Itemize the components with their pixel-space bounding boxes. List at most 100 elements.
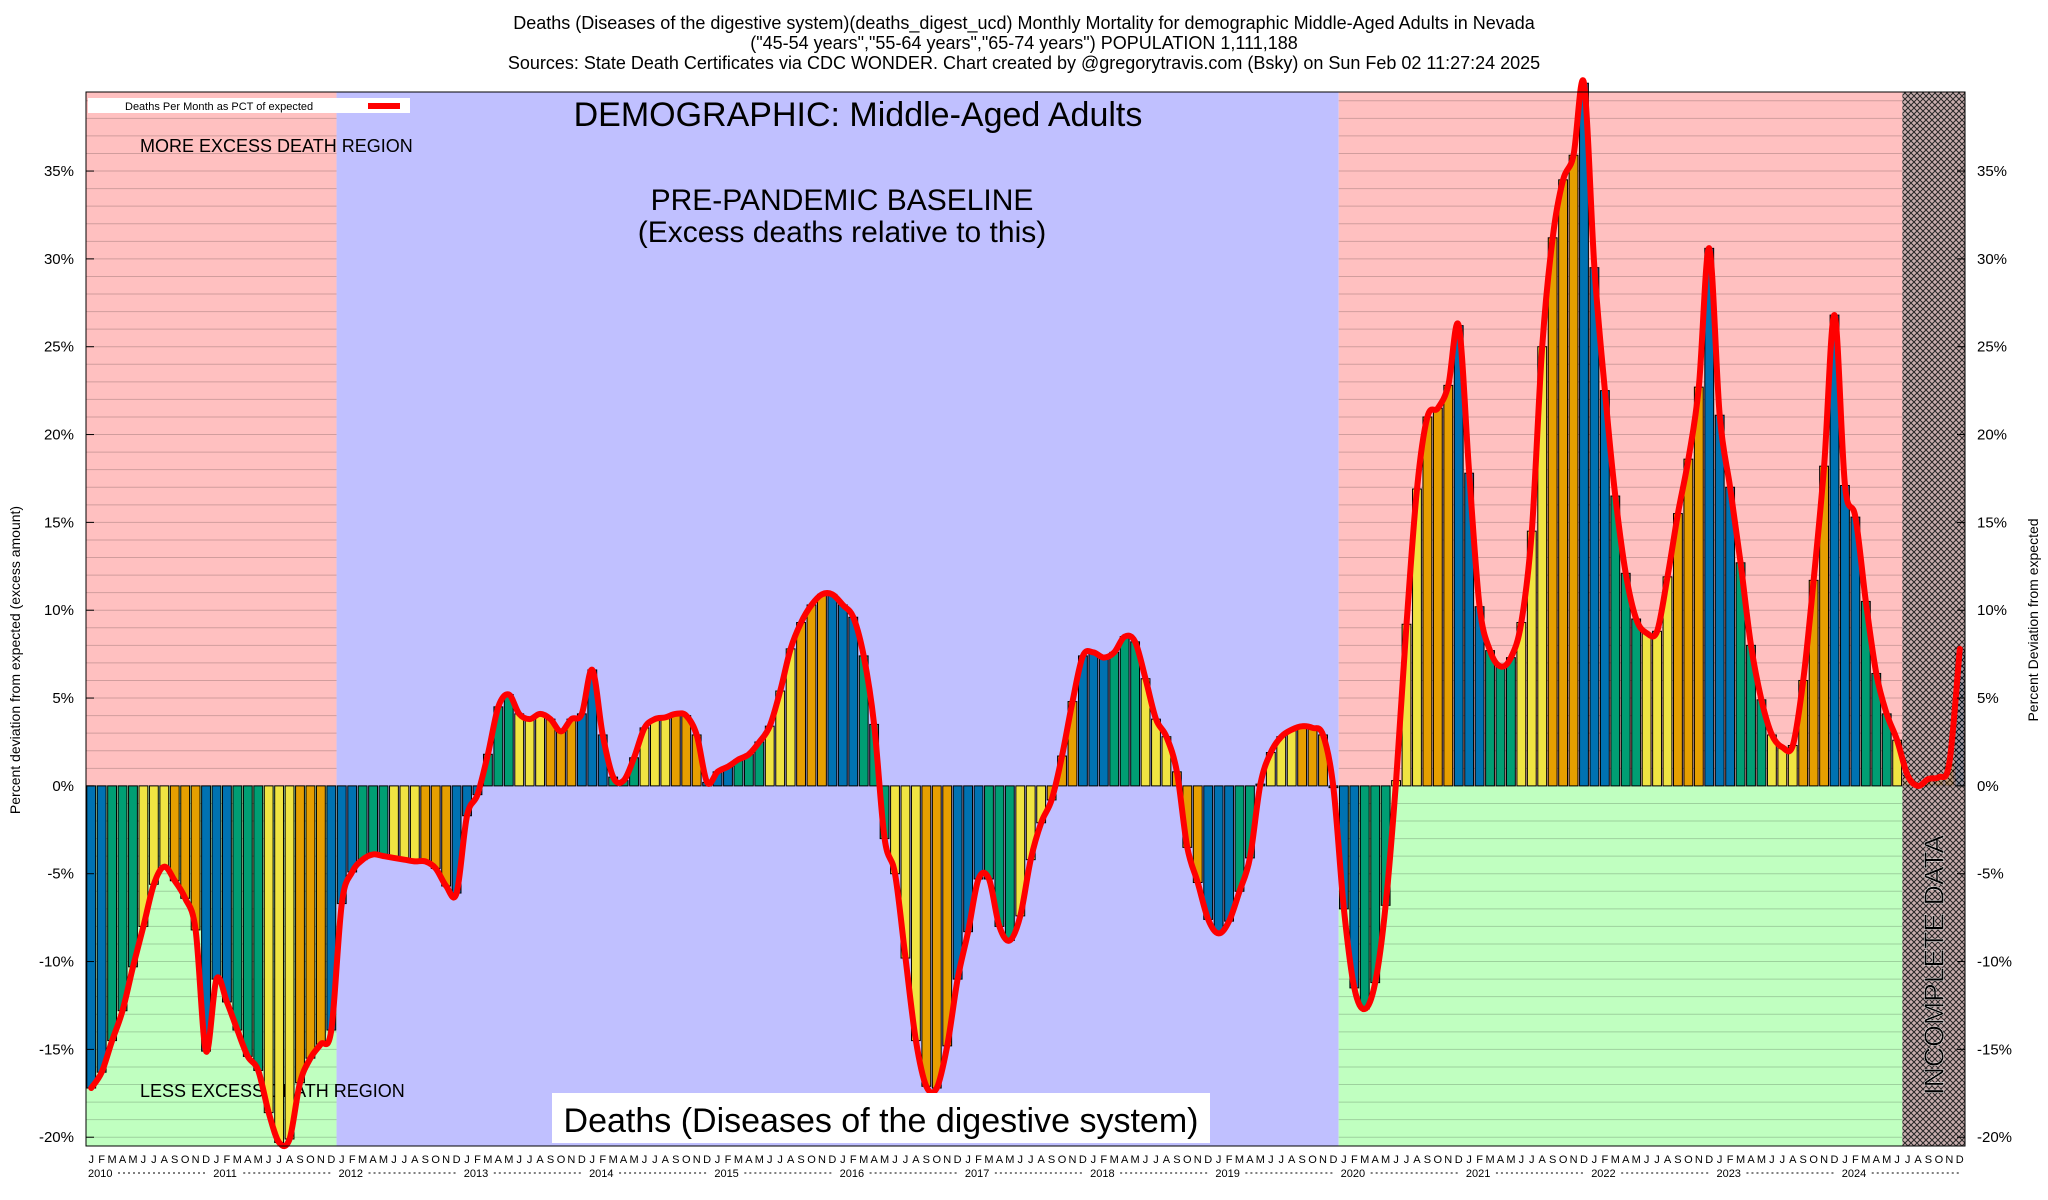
x-tick-month-label: M [1882, 1154, 1891, 1166]
bar [1213, 785, 1224, 934]
bar [1485, 650, 1495, 787]
x-tick-month-label: F [850, 1154, 857, 1166]
x-tick-month-label: J [1894, 1154, 1900, 1166]
x-tick-month-label: M [609, 1154, 618, 1166]
baseline-label: PRE-PANDEMIC BASELINE [651, 184, 1034, 217]
x-tick-month-label: O [1058, 1154, 1067, 1166]
bar [1130, 641, 1141, 787]
bar [1088, 651, 1099, 787]
x-tick-month-label: F [474, 1154, 481, 1166]
bar [253, 785, 264, 1071]
x-tick-month-label: N [1945, 1154, 1953, 1166]
x-tick-month-label: N [317, 1154, 325, 1166]
bar [931, 785, 942, 1089]
x-tick-month-label: A [495, 1154, 503, 1166]
x-tick-month-label: A [620, 1154, 628, 1166]
y-axis-title-right: Percent Deviation from expected [2025, 518, 2041, 722]
x-tick-month-label: S [1298, 1154, 1305, 1166]
bar [420, 785, 431, 862]
bar [1098, 657, 1109, 787]
x-tick-month-label: F [1351, 1154, 1358, 1166]
bar [86, 785, 97, 1089]
x-year-label: 2014 [589, 1168, 613, 1180]
x-tick-month-label: N [693, 1154, 701, 1166]
y-tick-label-left: 5% [52, 690, 74, 707]
x-tick-month-label: D [703, 1154, 711, 1166]
y-tick-label-left: -5% [47, 866, 74, 883]
bar [1505, 657, 1516, 787]
x-tick-month-label: A [286, 1154, 294, 1166]
x-tick-month-label: M [233, 1154, 242, 1166]
bar [347, 785, 358, 873]
x-tick-month-label: J [151, 1154, 157, 1166]
y-tick-label-left: -15% [39, 1041, 74, 1058]
x-tick-month-label: M [379, 1154, 388, 1166]
bar [242, 785, 253, 1057]
x-year-label: 2018 [1090, 1168, 1114, 1180]
x-tick-month-label: J [1644, 1154, 1650, 1166]
x-tick-month-label: M [483, 1154, 492, 1166]
bar [169, 785, 180, 882]
x-tick-month-label: F [1601, 1154, 1608, 1166]
bar [566, 718, 577, 787]
x-tick-month-label: O [682, 1154, 691, 1166]
y-axis-title-left: Percent deviation from expected (excess … [7, 505, 23, 815]
x-tick-month-label: J [1091, 1154, 1097, 1166]
x-tick-month-label: O [1183, 1154, 1192, 1166]
x-tick-month-label: M [859, 1154, 868, 1166]
x-tick-month-label: N [442, 1154, 450, 1166]
y-tick-label-right: 0% [1977, 778, 1999, 795]
x-tick-month-label: J [590, 1154, 596, 1166]
x-year-label: 2023 [1716, 1168, 1740, 1180]
x-tick-month-label: J [527, 1154, 533, 1166]
bar [1631, 618, 1642, 787]
x-tick-month-label: O [1308, 1154, 1317, 1166]
x-tick-month-label: F [1226, 1154, 1233, 1166]
incomplete-data-region [1902, 92, 1965, 1146]
x-tick-month-label: J [464, 1154, 470, 1166]
x-tick-month-label: J [391, 1154, 397, 1166]
x-tick-month-label: A [119, 1154, 127, 1166]
x-tick-month-label: O [1935, 1154, 1944, 1166]
bar [1579, 82, 1589, 787]
x-tick-month-label: J [1717, 1154, 1723, 1166]
x-tick-month-label: M [1235, 1154, 1244, 1166]
x-tick-month-label: A [1664, 1154, 1672, 1166]
x-tick-month-label: S [171, 1154, 178, 1166]
x-tick-month-label: J [642, 1154, 648, 1166]
x-tick-month-label: A [1622, 1154, 1630, 1166]
x-tick-month-label: F [224, 1154, 231, 1166]
bar [1558, 179, 1569, 787]
x-tick-month-label: N [1570, 1154, 1578, 1166]
x-tick-month-label: N [567, 1154, 575, 1166]
bar [1004, 785, 1015, 941]
x-tick-month-label: F [975, 1154, 982, 1166]
x-tick-month-label: F [1852, 1154, 1859, 1166]
x-tick-month-label: J [903, 1154, 909, 1166]
x-tick-month-label: M [1131, 1154, 1140, 1166]
x-tick-month-label: N [1068, 1154, 1076, 1166]
x-tick-month-label: S [672, 1154, 679, 1166]
bottom-title-background [552, 1093, 1210, 1143]
x-tick-month-label: M [1005, 1154, 1014, 1166]
x-tick-month-label: S [923, 1154, 930, 1166]
less-excess-region-right [1338, 785, 1903, 1146]
x-tick-month-label: D [1079, 1154, 1087, 1166]
x-tick-month-label: J [276, 1154, 282, 1166]
x-tick-month-label: D [828, 1154, 836, 1166]
x-tick-month-label: A [787, 1154, 795, 1166]
bar [535, 713, 546, 787]
x-tick-month-label: M [128, 1154, 137, 1166]
bar [357, 785, 368, 861]
bar [1443, 384, 1454, 787]
y-tick-label-right: 5% [1977, 690, 1999, 707]
series-line-pct-of-expected [88, 77, 1963, 1150]
bar [1725, 486, 1736, 787]
legend-box [88, 98, 410, 113]
bar [796, 622, 806, 787]
bar [984, 785, 994, 880]
more-region-label: MORE EXCESS DEATH REGION [140, 136, 413, 156]
y-tick-label-left: 25% [44, 339, 74, 356]
x-tick-month-label: J [1654, 1154, 1660, 1166]
